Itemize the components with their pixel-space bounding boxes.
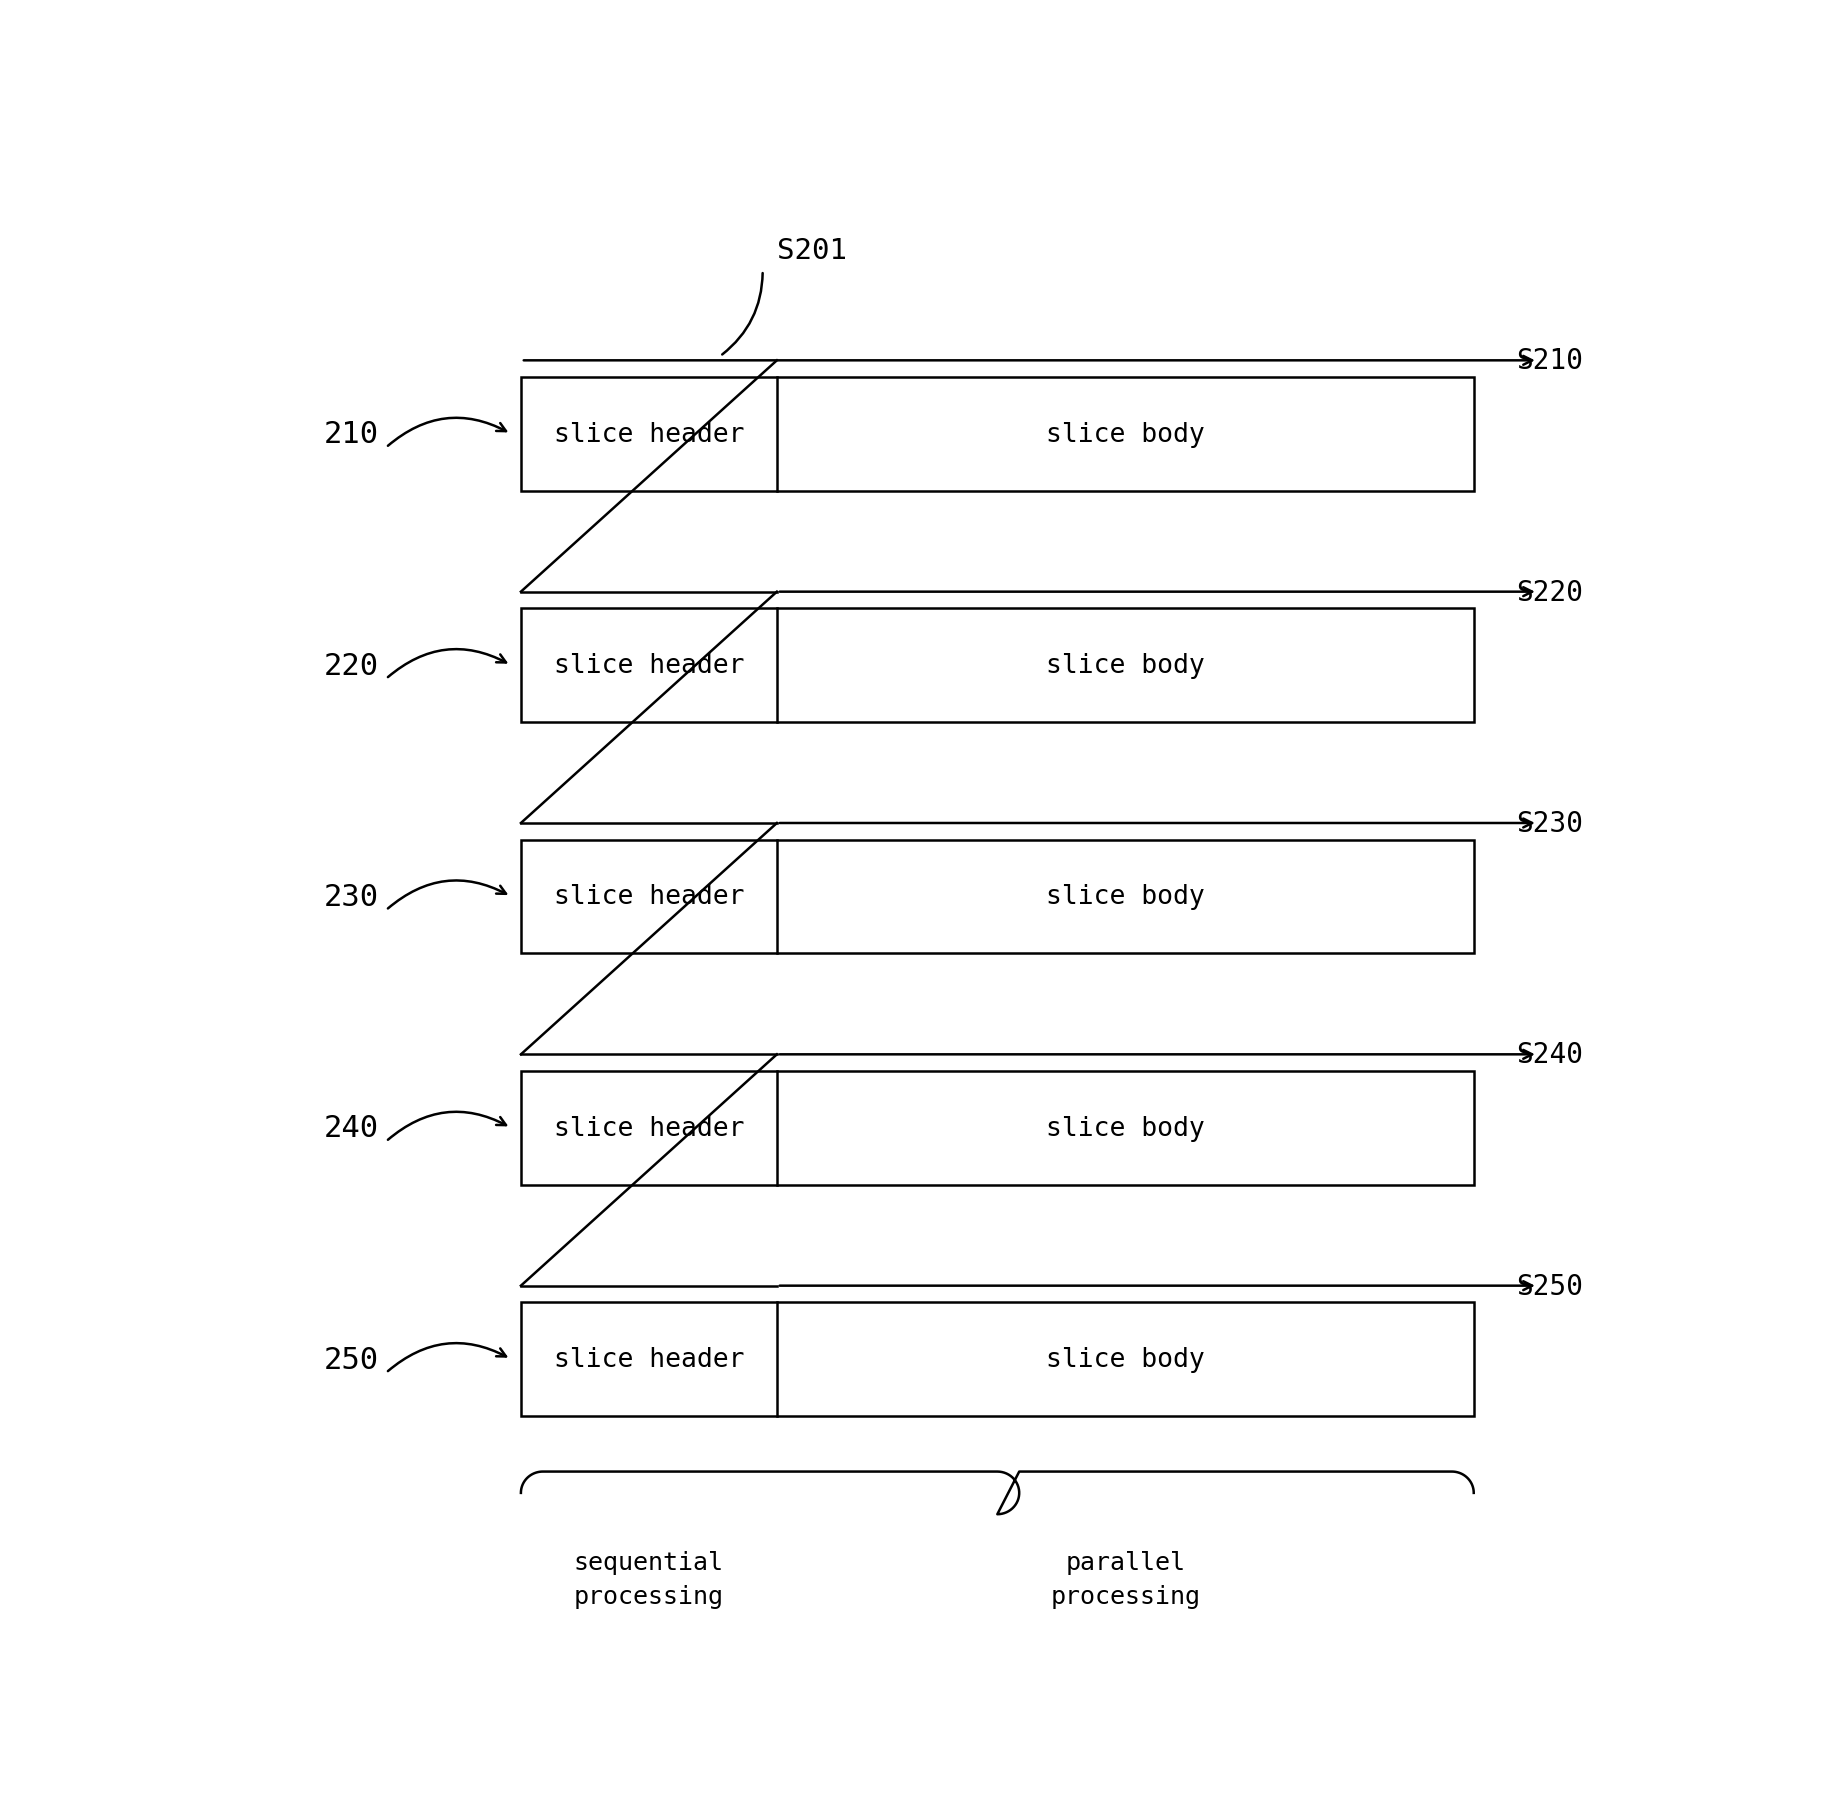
Text: slice header: slice header bbox=[554, 653, 745, 678]
Text: slice body: slice body bbox=[1046, 421, 1206, 448]
Text: 250: 250 bbox=[323, 1345, 378, 1374]
Text: slice header: slice header bbox=[554, 1115, 745, 1142]
Text: S240: S240 bbox=[1516, 1041, 1584, 1068]
Bar bbox=[521, 1072, 1474, 1185]
Bar bbox=[521, 1302, 1474, 1417]
Text: 230: 230 bbox=[323, 883, 378, 912]
Text: S250: S250 bbox=[1516, 1271, 1584, 1300]
Text: slice header: slice header bbox=[554, 1347, 745, 1372]
Text: 210: 210 bbox=[323, 421, 378, 450]
Text: parallel
processing: parallel processing bbox=[1050, 1550, 1200, 1607]
Text: slice body: slice body bbox=[1046, 1347, 1206, 1372]
Text: S220: S220 bbox=[1516, 579, 1584, 606]
Text: sequential
processing: sequential processing bbox=[574, 1550, 723, 1607]
Text: slice header: slice header bbox=[554, 421, 745, 448]
Bar bbox=[521, 610, 1474, 723]
Text: S230: S230 bbox=[1516, 809, 1584, 838]
Text: S201: S201 bbox=[776, 236, 848, 264]
Text: S210: S210 bbox=[1516, 347, 1584, 376]
Text: slice body: slice body bbox=[1046, 653, 1206, 678]
Text: slice body: slice body bbox=[1046, 885, 1206, 910]
Text: slice body: slice body bbox=[1046, 1115, 1206, 1142]
Bar bbox=[521, 378, 1474, 491]
Text: slice header: slice header bbox=[554, 885, 745, 910]
Text: 220: 220 bbox=[323, 651, 378, 680]
Text: 240: 240 bbox=[323, 1113, 378, 1142]
Bar bbox=[521, 840, 1474, 953]
